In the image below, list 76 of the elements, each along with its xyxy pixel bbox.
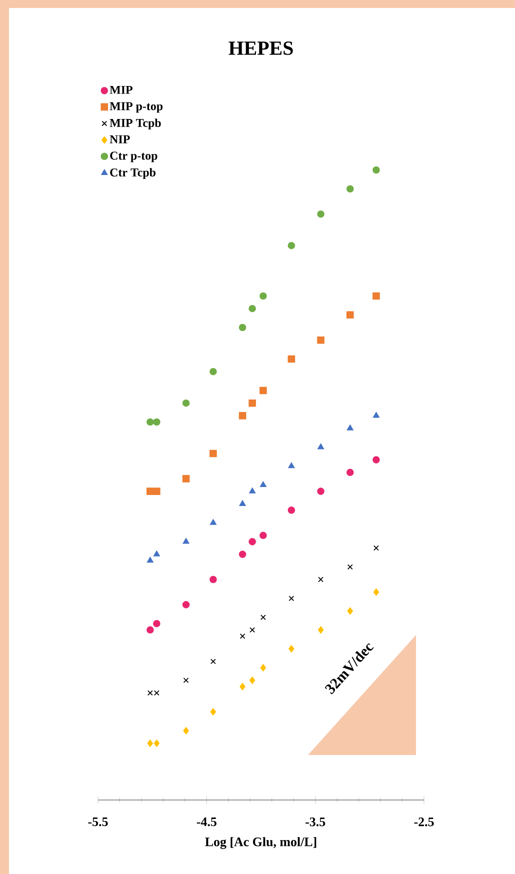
point — [372, 166, 380, 174]
point — [146, 556, 154, 563]
point — [373, 545, 379, 551]
point — [239, 500, 246, 506]
point — [183, 727, 189, 734]
point — [260, 292, 267, 300]
point — [146, 626, 154, 634]
point — [249, 676, 256, 684]
legend-label: Ctr Tcpb — [110, 168, 156, 179]
point — [210, 708, 216, 716]
point — [250, 627, 256, 633]
point — [210, 576, 217, 584]
point — [147, 740, 154, 747]
point — [318, 626, 324, 634]
point — [260, 664, 266, 672]
point — [288, 242, 296, 250]
legend-label: MIP Tcpb — [110, 118, 161, 130]
point — [182, 601, 190, 608]
point — [153, 488, 160, 495]
point — [210, 658, 216, 664]
legend-label: MIP — [110, 86, 132, 94]
point — [238, 550, 246, 558]
point — [249, 488, 256, 494]
point — [182, 399, 190, 407]
point — [372, 292, 380, 300]
point — [372, 456, 380, 464]
point — [346, 311, 354, 319]
point — [182, 538, 190, 544]
point — [240, 682, 246, 690]
point — [210, 368, 217, 376]
point — [288, 506, 296, 514]
legend-label: NIP — [110, 135, 130, 144]
point — [183, 678, 189, 684]
point — [317, 488, 324, 495]
point — [260, 532, 267, 540]
point — [288, 462, 295, 468]
point — [288, 645, 294, 652]
point — [153, 550, 160, 556]
point — [154, 740, 160, 747]
legend-label: MIP p-top — [110, 102, 163, 113]
point — [318, 576, 324, 582]
x-axis-title: Log [Ac Glu, mol/L] — [205, 837, 316, 849]
x-tick-label: -4.5 — [196, 818, 216, 826]
point — [153, 620, 160, 628]
point — [146, 488, 154, 495]
point — [240, 633, 246, 639]
point — [182, 475, 190, 482]
x-tick-label: -3.5 — [306, 818, 326, 826]
point — [210, 519, 216, 525]
legend-label: Ctr p-top — [110, 152, 158, 162]
point — [372, 412, 380, 418]
point — [346, 185, 354, 193]
point — [248, 399, 256, 407]
chart-title: HEPES — [228, 42, 293, 55]
point — [347, 607, 353, 615]
point — [347, 564, 353, 570]
point — [288, 596, 294, 602]
point — [248, 304, 256, 312]
x-tick-label: -2.5 — [414, 818, 434, 826]
point — [317, 210, 324, 218]
point — [260, 614, 266, 620]
point — [238, 412, 246, 420]
point — [318, 444, 324, 450]
point — [346, 468, 354, 476]
point — [210, 450, 217, 458]
x-tick-label: -5.5 — [88, 818, 108, 826]
point — [248, 538, 256, 546]
point — [260, 386, 267, 394]
point — [288, 355, 296, 363]
point — [238, 324, 246, 332]
point — [346, 424, 354, 430]
point — [260, 481, 266, 488]
point — [317, 336, 324, 344]
point — [146, 418, 154, 426]
point — [373, 588, 380, 596]
point — [153, 418, 160, 426]
